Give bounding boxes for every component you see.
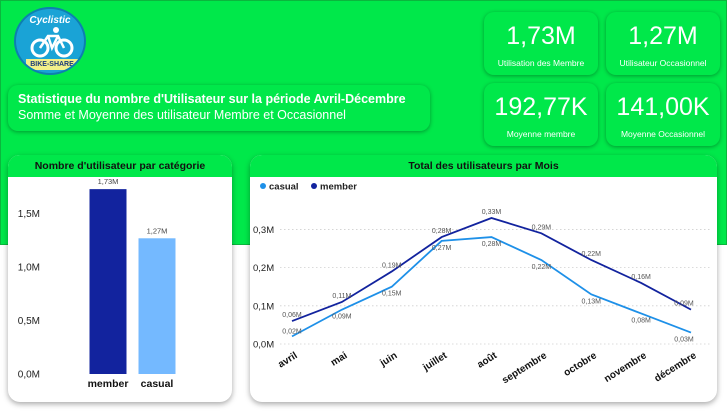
point-label-member: 0,22M <box>582 251 602 258</box>
legend-marker-member <box>311 183 317 189</box>
point-label-casual: 0,13M <box>582 298 602 305</box>
series-line-member[interactable] <box>291 217 692 322</box>
bar-chart: 0,0M 0,5M 1,0M 1,5M 1,73M member 1,27M casual <box>18 177 176 390</box>
x-tick-label: juillet <box>420 350 449 374</box>
bar-casual[interactable] <box>138 238 176 374</box>
bar-chart-title: Nombre d'utilisateur par catégorie <box>8 155 232 177</box>
y-tick-label: 0,0M <box>18 370 40 381</box>
point-label-casual: 0,09M <box>332 314 352 321</box>
point-label-casual: 0,15M <box>382 291 402 298</box>
point-label-member: 0,11M <box>332 293 351 300</box>
point-label-member: 0,19M <box>382 262 402 269</box>
bicycle-icon <box>30 27 74 58</box>
report-subtitle: Somme et Moyenne des utilisateur Membre … <box>18 108 346 122</box>
point-label-member: 0,16M <box>631 274 651 281</box>
x-tick-label: décembre <box>653 350 699 385</box>
legend-marker-casual <box>260 183 266 189</box>
y-tick-label: 1,0M <box>18 263 40 274</box>
x-tick-label: mai <box>329 350 350 369</box>
x-tick-label: juin <box>378 350 400 369</box>
logo-text: Cyclistic <box>29 15 71 26</box>
kpi-card-member-total[interactable]: 1,73M Utilisation des Membre <box>484 12 598 75</box>
series-line-casual[interactable] <box>291 236 692 338</box>
x-tick-label: casual <box>141 378 174 390</box>
point-label-casual: 0,22M <box>532 264 552 271</box>
kpi-card-member-average[interactable]: 192,77K Moyenne membre <box>484 83 598 146</box>
report-title: Statistique du nombre d'Utilisateur sur … <box>18 92 406 106</box>
kpi-value: 141,00K <box>616 93 710 121</box>
kpi-card-casual-average[interactable]: 141,00K Moyenne Occasionnel <box>606 83 720 146</box>
line-chart-title: Total des utilisateurs par Mois <box>250 155 717 177</box>
point-label-member: 0,28M <box>432 228 452 235</box>
kpi-label: Moyenne Occasionnel <box>620 129 706 139</box>
legend-label-casual[interactable]: casual <box>269 182 299 193</box>
x-tick-label: août <box>475 350 499 371</box>
point-label-casual: 0,27M <box>432 245 452 252</box>
x-tick-label: novembre <box>602 350 649 385</box>
y-tick-label: 0,3M <box>253 225 274 236</box>
line-chart: casual member 0,0M 0,1M 0,2M 0,3M 0,02M 0,09M 0,… <box>253 182 710 386</box>
logo-subtitle: BIKE-SHARE <box>26 59 78 70</box>
point-label-casual: 0,02M <box>282 328 302 335</box>
point-label-casual: 0,28M <box>482 241 502 248</box>
kpi-value: 192,77K <box>494 93 588 121</box>
kpi-label: Utilisateur Occasionnel <box>619 58 707 68</box>
x-tick-label: septembre <box>500 350 549 386</box>
kpi-value: 1,73M <box>506 22 576 50</box>
point-label-casual: 0,08M <box>631 317 651 324</box>
x-tick-label: octobre <box>562 350 599 379</box>
point-label-member: 0,33M <box>482 209 502 216</box>
bar-chart-card[interactable]: Nombre d'utilisateur par catégorie 0,0M 0… <box>8 155 232 402</box>
x-tick-label: member <box>88 378 129 390</box>
bar-data-label: 1,27M <box>147 226 168 235</box>
point-label-casual: 0,03M <box>674 337 694 344</box>
legend-label-member[interactable]: member <box>320 182 357 193</box>
x-tick-label: avril <box>276 350 299 370</box>
cyclistic-logo: Cyclistic BIKE-SHARE <box>14 7 86 75</box>
bar-member[interactable] <box>89 189 127 374</box>
y-tick-label: 1,5M <box>18 209 40 220</box>
report-title-box: Statistique du nombre d'Utilisateur sur … <box>8 85 430 131</box>
kpi-label: Utilisation des Membre <box>497 58 585 68</box>
y-tick-label: 0,1M <box>253 301 274 312</box>
y-tick-label: 0,0M <box>253 340 274 351</box>
point-label-member: 0,06M <box>282 312 302 319</box>
point-label-member: 0,09M <box>674 301 694 308</box>
y-tick-label: 0,5M <box>18 316 40 327</box>
kpi-card-casual-total[interactable]: 1,27M Utilisateur Occasionnel <box>606 12 720 75</box>
point-label-member: 0,29M <box>532 224 552 231</box>
y-tick-label: 0,2M <box>253 263 274 274</box>
kpi-label: Moyenne membre <box>506 129 576 139</box>
kpi-value: 1,27M <box>628 22 698 50</box>
bar-data-label: 1,73M <box>98 177 119 186</box>
line-chart-card[interactable]: Total des utilisateurs par Mois casual me… <box>250 155 717 402</box>
